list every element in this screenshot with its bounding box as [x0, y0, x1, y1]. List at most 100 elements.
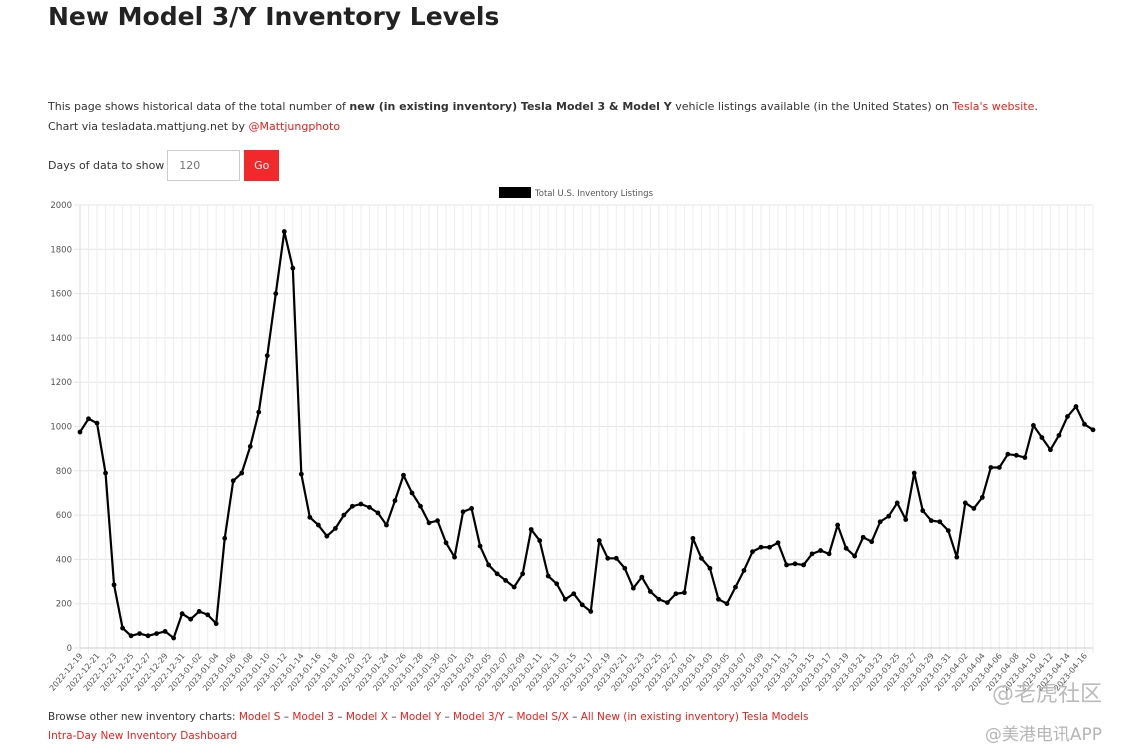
data-point [375, 510, 381, 516]
data-point [809, 551, 815, 557]
data-point [256, 409, 262, 415]
data-point [826, 551, 832, 557]
data-point [545, 573, 551, 579]
y-tick-label: 200 [56, 600, 72, 610]
y-tick-label: 1600 [50, 290, 72, 300]
data-point [77, 429, 83, 435]
data-point [724, 601, 730, 607]
data-point [1065, 414, 1070, 419]
link-separator: – [441, 711, 454, 723]
data-point [979, 494, 985, 500]
chart-credit: Chart via tesladata.mattjung.net by @Mat… [48, 120, 340, 133]
data-point [290, 265, 296, 271]
data-point [477, 543, 483, 549]
data-point [1082, 421, 1087, 427]
data-point [596, 538, 602, 543]
data-point [120, 625, 125, 631]
data-point [469, 506, 474, 511]
y-tick-label: 600 [56, 511, 72, 521]
description-end: . [1034, 100, 1038, 113]
data-point [894, 500, 900, 506]
data-point [452, 554, 457, 560]
data-point [571, 591, 577, 597]
data-point [315, 522, 321, 528]
data-point [681, 590, 687, 596]
data-point [588, 609, 594, 614]
data-point [647, 589, 653, 594]
data-point [401, 472, 406, 478]
y-tick-label: 1200 [50, 378, 72, 388]
y-tick-label: 1800 [50, 245, 72, 255]
data-point [1073, 404, 1079, 409]
data-point [988, 465, 994, 470]
data-point [1005, 451, 1011, 457]
data-point [945, 528, 951, 534]
link-model-s[interactable]: Model S [238, 711, 281, 723]
data-point [205, 612, 211, 618]
data-point [392, 498, 398, 504]
description-text-mid: vehicle listings available (in the Unite… [671, 100, 953, 113]
data-point [843, 545, 849, 551]
dashboard-link-row: Intra-Day New Inventory Dashboard [48, 730, 237, 742]
go-button[interactable]: Go [244, 150, 280, 181]
data-point [503, 578, 509, 583]
data-point [758, 544, 764, 550]
data-point [750, 549, 755, 555]
data-point [145, 633, 151, 639]
data-point [877, 519, 883, 525]
link-all-new[interactable]: All New (in existing inventory) Tesla Mo… [580, 711, 809, 723]
link-separator: – [280, 711, 293, 723]
data-point [1048, 447, 1053, 453]
watermark-meigang: @美港电讯APP [984, 725, 1102, 745]
data-point [903, 517, 909, 522]
data-point [307, 514, 313, 520]
link-model-3y[interactable]: Model 3/Y [453, 711, 505, 723]
link-model-3[interactable]: Model 3 [292, 711, 334, 723]
link-model-y[interactable]: Model Y [399, 711, 442, 723]
data-point [716, 596, 721, 602]
data-point [230, 478, 236, 484]
y-tick-label: 800 [56, 467, 72, 477]
browse-links: Browse other new inventory charts: Model… [48, 711, 809, 723]
data-point [111, 582, 117, 588]
data-point [537, 538, 543, 543]
credit-text: Chart via tesladata.mattjung.net by [48, 120, 249, 133]
data-point [332, 525, 338, 531]
data-point [341, 512, 347, 518]
data-point [273, 291, 279, 296]
dashboard-link[interactable]: Intra-Day New Inventory Dashboard [48, 730, 238, 742]
tesla-website-link[interactable]: Tesla's website [952, 100, 1035, 113]
data-point [213, 621, 219, 627]
page-title: New Model 3/Y Inventory Levels [48, 2, 500, 31]
author-link[interactable]: @Mattjungphoto [248, 120, 341, 133]
data-point [664, 600, 670, 605]
data-point [962, 500, 968, 506]
series-path [79, 230, 1094, 640]
data-point [911, 470, 917, 476]
data-point [162, 628, 168, 634]
data-point [741, 568, 747, 573]
data-point [928, 518, 934, 524]
data-point [605, 555, 611, 561]
data-point [358, 501, 364, 507]
data-point [384, 522, 389, 528]
data-point [171, 635, 177, 641]
link-separator: – [387, 711, 400, 723]
data-point [784, 562, 789, 568]
y-tick-label: 400 [56, 555, 72, 565]
data-point [920, 508, 926, 514]
data-point [443, 540, 449, 546]
link-model-sx[interactable]: Model S/X [516, 711, 569, 723]
link-model-x[interactable]: Model X [345, 711, 388, 723]
data-point [460, 509, 466, 515]
series-line [77, 229, 1096, 641]
data-point [86, 416, 91, 422]
days-input[interactable] [167, 150, 241, 181]
days-control: Days of data to show Go [48, 150, 280, 181]
data-point [622, 565, 628, 571]
data-point [860, 534, 866, 540]
chart-axes: 0200400600800100012001400160018002000202… [48, 201, 1093, 693]
data-point [579, 602, 585, 608]
data-point [222, 535, 228, 541]
chart-legend: Total U.S. Inventory Listings [499, 187, 654, 199]
